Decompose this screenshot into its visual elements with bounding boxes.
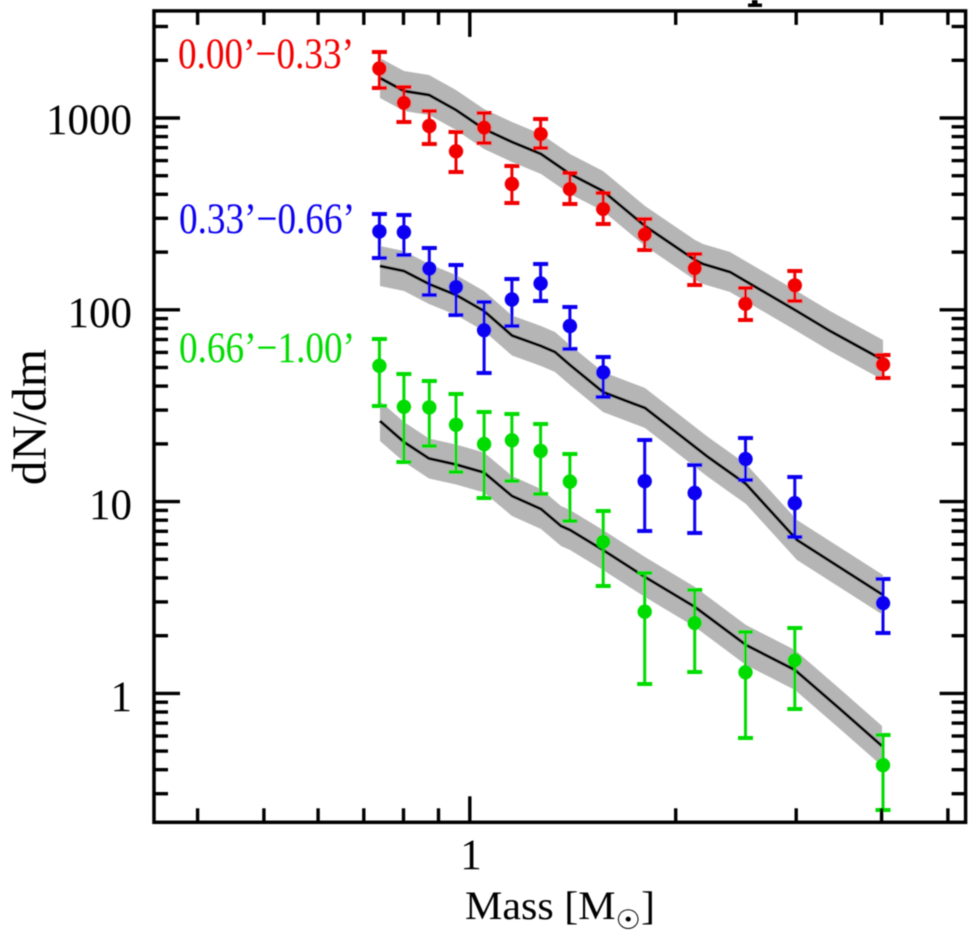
svg-text:1: 1 [111, 674, 133, 721]
svg-text:0.00’−0.33’: 0.00’−0.33’ [178, 31, 354, 78]
svg-text:0.66’−1.00’: 0.66’−1.00’ [179, 325, 355, 372]
svg-text:10: 10 [89, 482, 132, 529]
svg-text:1: 1 [460, 832, 482, 879]
svg-text:1000: 1000 [46, 97, 132, 144]
svg-text:dN/dm: dN/dm [1, 349, 56, 485]
svg-text:0.33’−0.66’: 0.33’−0.66’ [179, 196, 355, 243]
svg-text:100: 100 [68, 290, 133, 337]
